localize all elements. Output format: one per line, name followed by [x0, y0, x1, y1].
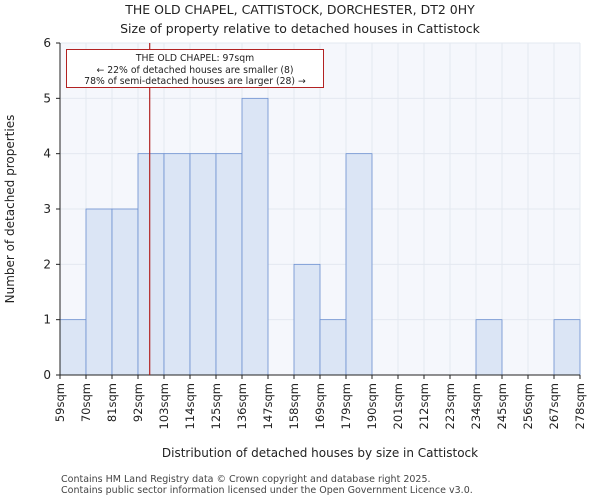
x-tick-label: 81sqm	[105, 383, 119, 422]
x-tick-label: 70sqm	[79, 383, 93, 422]
x-tick-label: 256sqm	[521, 383, 535, 429]
bar-267sqm	[553, 319, 581, 376]
bar-169sqm	[319, 319, 347, 376]
x-tick-label: 234sqm	[469, 383, 483, 429]
x-tick-label: 278sqm	[573, 383, 587, 429]
bar-136sqm	[241, 97, 269, 376]
x-tick-label: 223sqm	[443, 383, 457, 429]
x-tick-label: 169sqm	[313, 383, 327, 429]
x-tick-label: 103sqm	[157, 383, 171, 429]
x-tick-label: 136sqm	[235, 383, 249, 429]
bar-114sqm	[189, 153, 217, 376]
bar-158sqm	[293, 263, 321, 376]
bar-81sqm	[111, 208, 139, 376]
x-tick-label: 59sqm	[53, 383, 67, 422]
x-tick-label: 212sqm	[417, 383, 431, 429]
x-tick-label: 158sqm	[287, 383, 301, 429]
annotation-box: THE OLD CHAPEL: 97sqm ← 22% of detached …	[66, 49, 324, 88]
bar-234sqm	[475, 319, 503, 376]
annotation-line2: ← 22% of detached houses are smaller (8)	[96, 64, 294, 76]
x-tick-label: 267sqm	[547, 383, 561, 429]
y-tick-label: 5	[43, 91, 51, 105]
bar-125sqm	[215, 153, 243, 376]
bar-70sqm	[85, 208, 113, 376]
annotation-line1: THE OLD CHAPEL: 97sqm	[135, 53, 255, 64]
y-tick-label: 4	[43, 147, 51, 161]
bar-179sqm	[345, 153, 373, 376]
y-tick-label: 2	[43, 257, 51, 271]
footer-line2: Contains public sector information licen…	[61, 485, 473, 496]
x-axis-title: Distribution of detached houses by size …	[162, 446, 478, 460]
y-tick-label: 6	[43, 36, 51, 50]
x-tick-label: 147sqm	[261, 383, 275, 429]
bar-59sqm	[59, 319, 87, 376]
x-tick-label: 114sqm	[183, 383, 197, 429]
x-tick-label: 179sqm	[339, 383, 353, 429]
x-tick-label: 201sqm	[391, 383, 405, 429]
y-tick-label: 3	[43, 202, 51, 216]
bar-92sqm	[137, 153, 165, 376]
chart-title-line1: THE OLD CHAPEL, CATTISTOCK, DORCHESTER, …	[125, 2, 475, 17]
y-axis-title: Number of detached properties	[3, 115, 17, 304]
chart-title-line2: Size of property relative to detached ho…	[120, 21, 480, 36]
footer-line1: Contains HM Land Registry data © Crown c…	[61, 474, 431, 485]
x-tick-label: 92sqm	[131, 383, 145, 422]
x-tick-label: 190sqm	[365, 383, 379, 429]
x-tick-label: 125sqm	[209, 383, 223, 429]
bar-103sqm	[163, 153, 191, 376]
annotation-line3: 78% of semi-detached houses are larger (…	[84, 76, 306, 87]
y-tick-label: 1	[43, 313, 51, 327]
y-tick-label: 0	[43, 368, 51, 382]
x-tick-label: 245sqm	[495, 383, 509, 429]
